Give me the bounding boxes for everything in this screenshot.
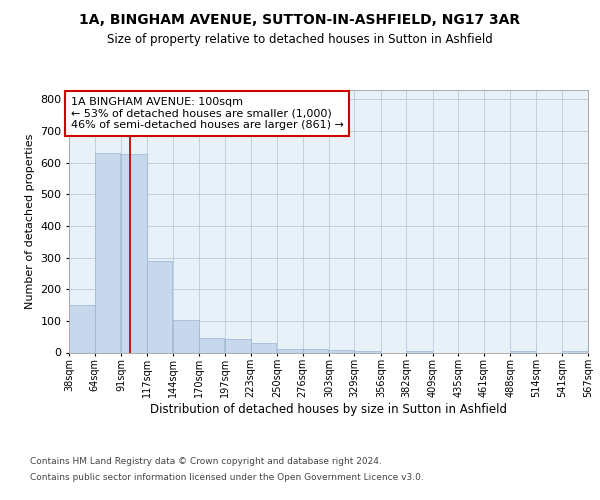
Bar xyxy=(329,350,355,352)
Bar xyxy=(511,351,536,352)
Bar xyxy=(95,152,120,352)
Bar xyxy=(199,338,224,352)
Bar xyxy=(225,338,251,352)
Bar xyxy=(302,349,328,352)
Bar xyxy=(277,349,302,352)
Text: Contains HM Land Registry data © Crown copyright and database right 2024.: Contains HM Land Registry data © Crown c… xyxy=(30,458,382,466)
Bar xyxy=(173,320,199,352)
Bar xyxy=(69,305,95,352)
Text: 1A BINGHAM AVENUE: 100sqm
← 53% of detached houses are smaller (1,000)
46% of se: 1A BINGHAM AVENUE: 100sqm ← 53% of detac… xyxy=(71,97,344,130)
Bar xyxy=(251,344,276,352)
Bar xyxy=(121,154,146,352)
Text: Distribution of detached houses by size in Sutton in Ashfield: Distribution of detached houses by size … xyxy=(151,402,508,415)
Text: Contains public sector information licensed under the Open Government Licence v3: Contains public sector information licen… xyxy=(30,472,424,482)
Y-axis label: Number of detached properties: Number of detached properties xyxy=(25,134,35,309)
Text: Size of property relative to detached houses in Sutton in Ashfield: Size of property relative to detached ho… xyxy=(107,32,493,46)
Bar xyxy=(406,351,432,352)
Bar xyxy=(562,351,588,352)
Text: 1A, BINGHAM AVENUE, SUTTON-IN-ASHFIELD, NG17 3AR: 1A, BINGHAM AVENUE, SUTTON-IN-ASHFIELD, … xyxy=(79,12,521,26)
Bar xyxy=(355,351,380,352)
Bar xyxy=(146,262,172,352)
